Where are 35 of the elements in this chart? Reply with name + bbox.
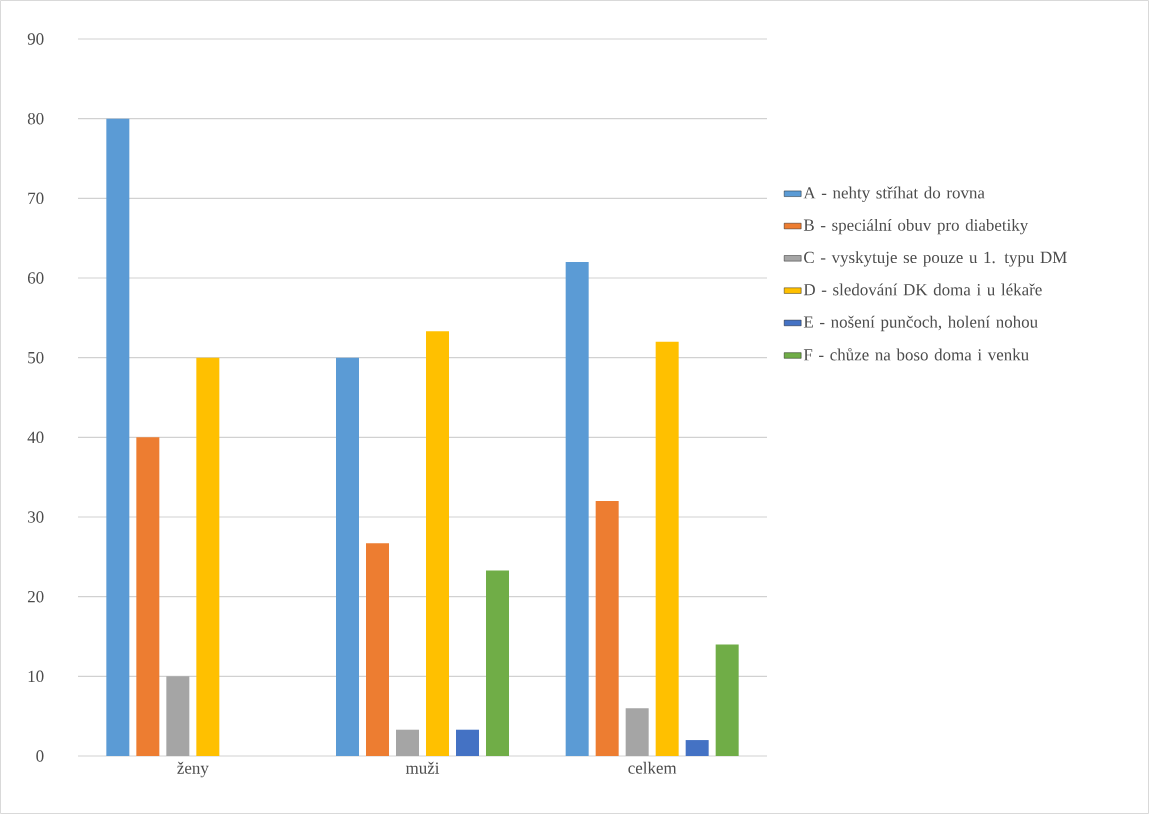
bar: [565, 262, 589, 756]
y-tick-label: 30: [28, 511, 44, 523]
y-tick-label: 90: [27, 33, 44, 45]
bar: [625, 708, 649, 756]
x-tick-label: ženy: [177, 761, 209, 778]
bar: [106, 118, 130, 756]
bar: [655, 341, 679, 756]
legend-label: C - vyskytuje se pouze u 1. typu DM: [804, 251, 1067, 267]
y-tick-label: 40: [27, 431, 44, 444]
bar: [196, 357, 220, 756]
bar: [715, 644, 739, 756]
x-tick-label: muži: [405, 761, 440, 774]
y-tick-label: 60: [27, 272, 44, 284]
legend-label: E - nošení punčoch, holení nohou: [803, 315, 1038, 332]
bar: [396, 729, 419, 756]
y-tick-label: 80: [27, 112, 44, 125]
legend-label: B - speciální obuv pro diabetiky: [803, 218, 1029, 235]
bar: [136, 437, 160, 756]
bar: [336, 357, 359, 756]
y-tick-label: 10: [28, 670, 44, 683]
bar: [426, 331, 449, 756]
bar: [486, 570, 509, 756]
bar: [595, 501, 619, 756]
y-tick-label: 70: [28, 192, 44, 205]
y-tick-label: 0: [36, 750, 44, 762]
bar: [456, 729, 479, 756]
legend-label: F - chůze na boso doma i venku: [803, 348, 1029, 361]
y-tick-label: 20: [27, 590, 44, 603]
y-tick-label: 50: [28, 351, 44, 364]
legend-label: D - sledování DK doma i u lékaře: [803, 283, 1042, 296]
legend-label: A - nehty stříhat do rovna: [803, 186, 985, 203]
bar: [366, 543, 389, 756]
x-tick-label: celkem: [628, 761, 677, 774]
bar: [166, 676, 190, 756]
bar: [685, 740, 709, 756]
